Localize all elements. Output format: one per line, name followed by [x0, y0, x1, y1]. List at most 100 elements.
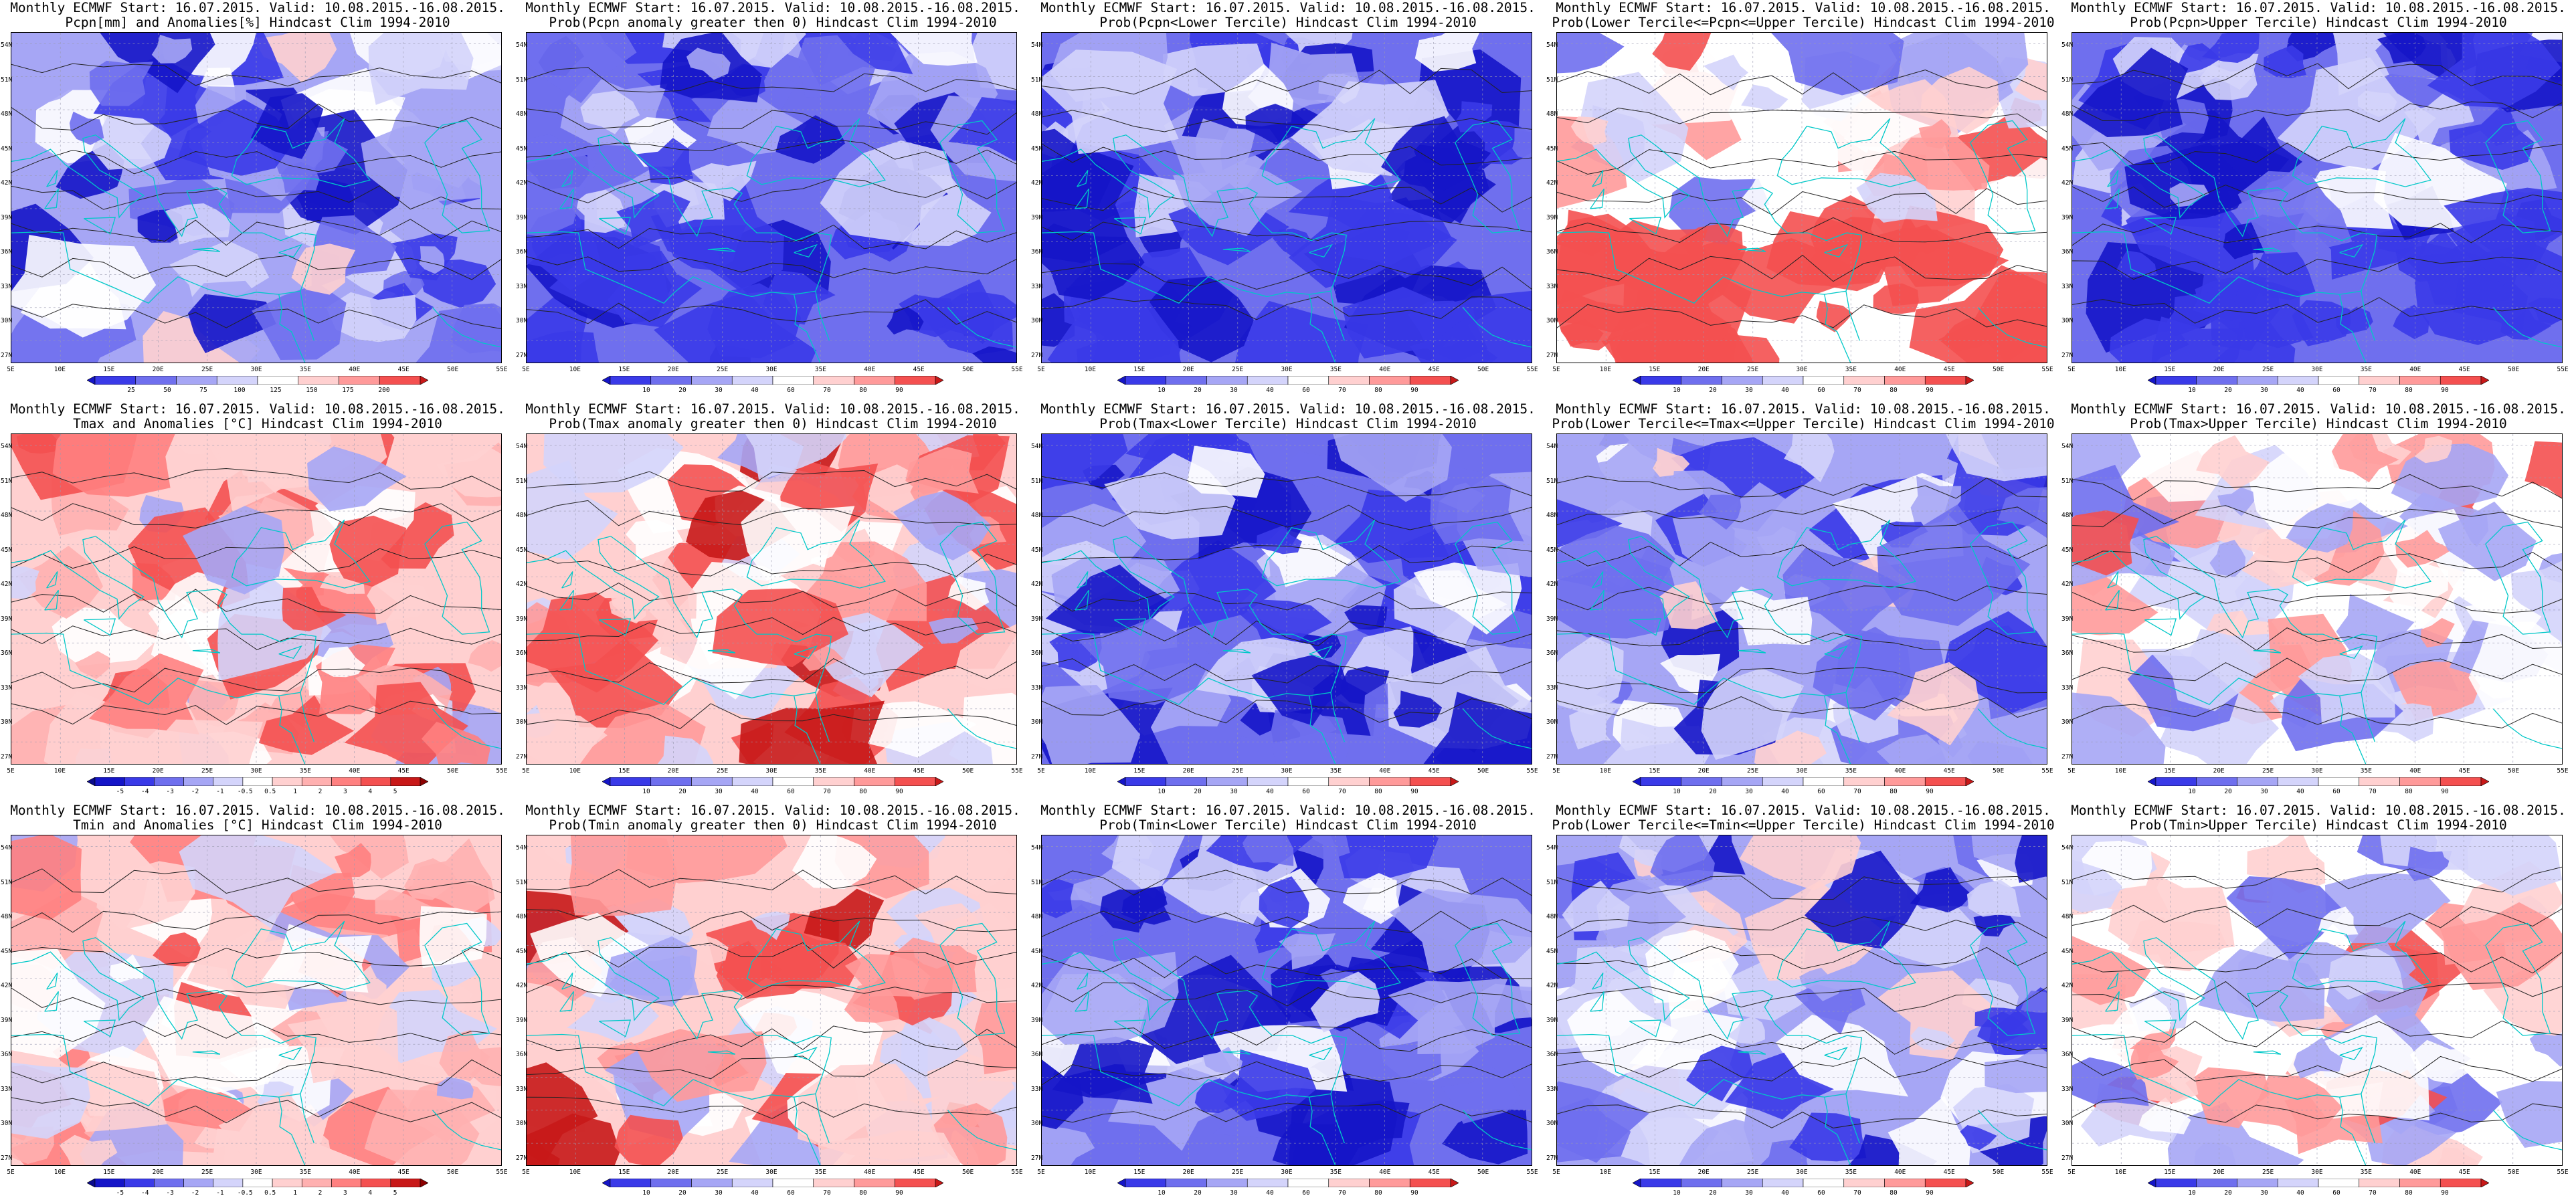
lon-tick-label: 10E — [54, 767, 66, 775]
colorbar-tick-label: 3 — [343, 788, 347, 795]
lon-tick-label: 40E — [1894, 1169, 1906, 1176]
colorbar-swatch — [339, 376, 380, 385]
lon-tick-label: 25E — [201, 1169, 213, 1176]
colorbar-swatch — [124, 1179, 155, 1187]
colorbar-swatch — [772, 376, 814, 385]
lon-tick-label: 20E — [1182, 1169, 1194, 1176]
lat-tick-label: 39N — [2061, 615, 2074, 623]
colorbar-swatch — [1166, 376, 1207, 385]
lat-tick-label: 54N — [2061, 41, 2074, 49]
lon-tick-label: 5E — [2067, 1169, 2076, 1176]
lat-tick-label: 27N — [1031, 1154, 1043, 1162]
map-panel-pcpn-anomalies: Monthly ECMWF Start: 16.07.2015. Valid: … — [0, 0, 515, 401]
colorbar-swatch — [124, 777, 155, 786]
lat-tick-label: 33N — [1031, 684, 1043, 692]
colorbar-tick-label: 90 — [1410, 788, 1418, 795]
lat-tick-label: 42N — [1, 581, 13, 588]
lat-tick-label: 27N — [1, 1154, 13, 1162]
lon-tick-label: 15E — [2164, 1169, 2176, 1176]
colorbar-swatch — [87, 376, 96, 385]
lon-tick-label: 20E — [152, 366, 164, 373]
lon-tick-label: 55E — [496, 767, 508, 775]
lat-tick-label: 27N — [2061, 351, 2074, 359]
colorbar-tick-label: 10 — [642, 788, 650, 795]
colorbar-swatch — [813, 777, 854, 786]
colorbar — [2148, 376, 2489, 385]
colorbar — [2148, 777, 2489, 786]
lon-tick-label: 55E — [1526, 1169, 1538, 1176]
lat-tick-label: 30N — [516, 718, 528, 726]
lat-tick-label: 48N — [1031, 512, 1043, 519]
lon-tick-label: 45E — [1428, 366, 1440, 373]
lon-tick-label: 10E — [1599, 366, 1611, 373]
lat-tick-label: 51N — [2061, 878, 2074, 886]
colorbar-swatch — [894, 376, 936, 385]
colorbar-swatch — [894, 777, 936, 786]
lat-tick-label: 30N — [2061, 317, 2074, 324]
lon-tick-label: 40E — [1894, 767, 1906, 775]
lon-tick-label: 30E — [2311, 366, 2323, 373]
lat-tick-label: 42N — [2061, 179, 2074, 187]
lat-tick-label: 27N — [516, 752, 528, 761]
lat-tick-label: 33N — [1031, 282, 1043, 290]
lat-tick-label: 51N — [1031, 76, 1043, 84]
colorbar-tick-label: 30 — [1745, 1189, 1753, 1197]
lat-tick-label: 27N — [1031, 752, 1043, 761]
colorbar-tick-label: 75 — [199, 387, 207, 394]
lon-tick-label: 40E — [864, 767, 876, 775]
map-field — [11, 33, 501, 363]
map-panel-pcpn-prob-lower: Monthly ECMWF Start: 16.07.2015. Valid: … — [1030, 0, 1546, 401]
lon-tick-label: 15E — [2164, 366, 2176, 373]
colorbar-tick-label: 40 — [2296, 387, 2304, 394]
colorbar-tick-label: 10 — [642, 1189, 650, 1197]
lat-tick-label: 30N — [1, 718, 13, 726]
colorbar-tick-label: 60 — [2332, 788, 2340, 795]
colorbar-swatch — [1409, 777, 1451, 786]
lat-tick-label: 33N — [1546, 684, 1558, 692]
colorbar-tick-label: 40 — [751, 788, 759, 795]
colorbar-tick-label: 150 — [306, 387, 318, 394]
colorbar-swatch — [2480, 376, 2489, 385]
colorbar-swatch — [602, 376, 611, 385]
lon-tick-label: 50E — [447, 767, 459, 775]
lat-tick-label: 39N — [516, 213, 528, 221]
colorbar-swatch — [1803, 376, 1845, 385]
lon-tick-label: 25E — [1747, 366, 1759, 373]
lon-tick-label: 55E — [496, 366, 508, 373]
map-field — [2072, 33, 2562, 363]
lon-tick-label: 15E — [1133, 767, 1145, 775]
colorbar-swatch — [1633, 777, 1641, 786]
colorbar-swatch — [1206, 777, 1248, 786]
colorbar-swatch — [272, 777, 302, 786]
colorbar-swatch — [2277, 376, 2319, 385]
lat-tick-label: 51N — [1546, 477, 1558, 485]
lon-tick-label: 25E — [1232, 366, 1244, 373]
colorbar-swatch — [1125, 376, 1167, 385]
colorbar-tick-label: 60 — [1817, 1189, 1825, 1197]
colorbar-swatch — [2359, 777, 2400, 786]
colorbar-swatch — [1762, 376, 1804, 385]
panel-subtitle: Prob(Pcpn anomaly greater then 0) Hindca… — [549, 15, 997, 30]
map-plot-area — [11, 433, 502, 765]
colorbar-tick-label: 70 — [1853, 387, 1861, 394]
map-field — [1557, 33, 2047, 363]
colorbar-swatch — [1762, 1179, 1804, 1187]
colorbar-tick-label: 70 — [1338, 788, 1346, 795]
lon-tick-label: 20E — [1697, 366, 1710, 373]
lat-tick-label: 39N — [1031, 213, 1043, 221]
colorbar — [87, 1179, 428, 1187]
lat-tick-label: 39N — [1546, 213, 1558, 221]
colorbar-swatch — [1965, 376, 1974, 385]
lat-tick-label: 51N — [1, 76, 13, 84]
lon-tick-label: 35E — [299, 767, 311, 775]
lat-tick-label: 51N — [1, 878, 13, 886]
colorbar-swatch — [301, 777, 332, 786]
colorbar-tick-label: 70 — [823, 387, 831, 394]
colorbar-tick-label: 80 — [1374, 1189, 1382, 1197]
panel-subtitle: Tmin and Anomalies [°C] Hindcast Clim 19… — [73, 817, 442, 833]
colorbar-tick-label: 90 — [895, 387, 903, 394]
colorbar — [602, 1179, 943, 1187]
lat-tick-label: 39N — [1, 1016, 13, 1024]
map-plot-area — [2072, 835, 2563, 1166]
lat-tick-label: 48N — [1031, 110, 1043, 118]
